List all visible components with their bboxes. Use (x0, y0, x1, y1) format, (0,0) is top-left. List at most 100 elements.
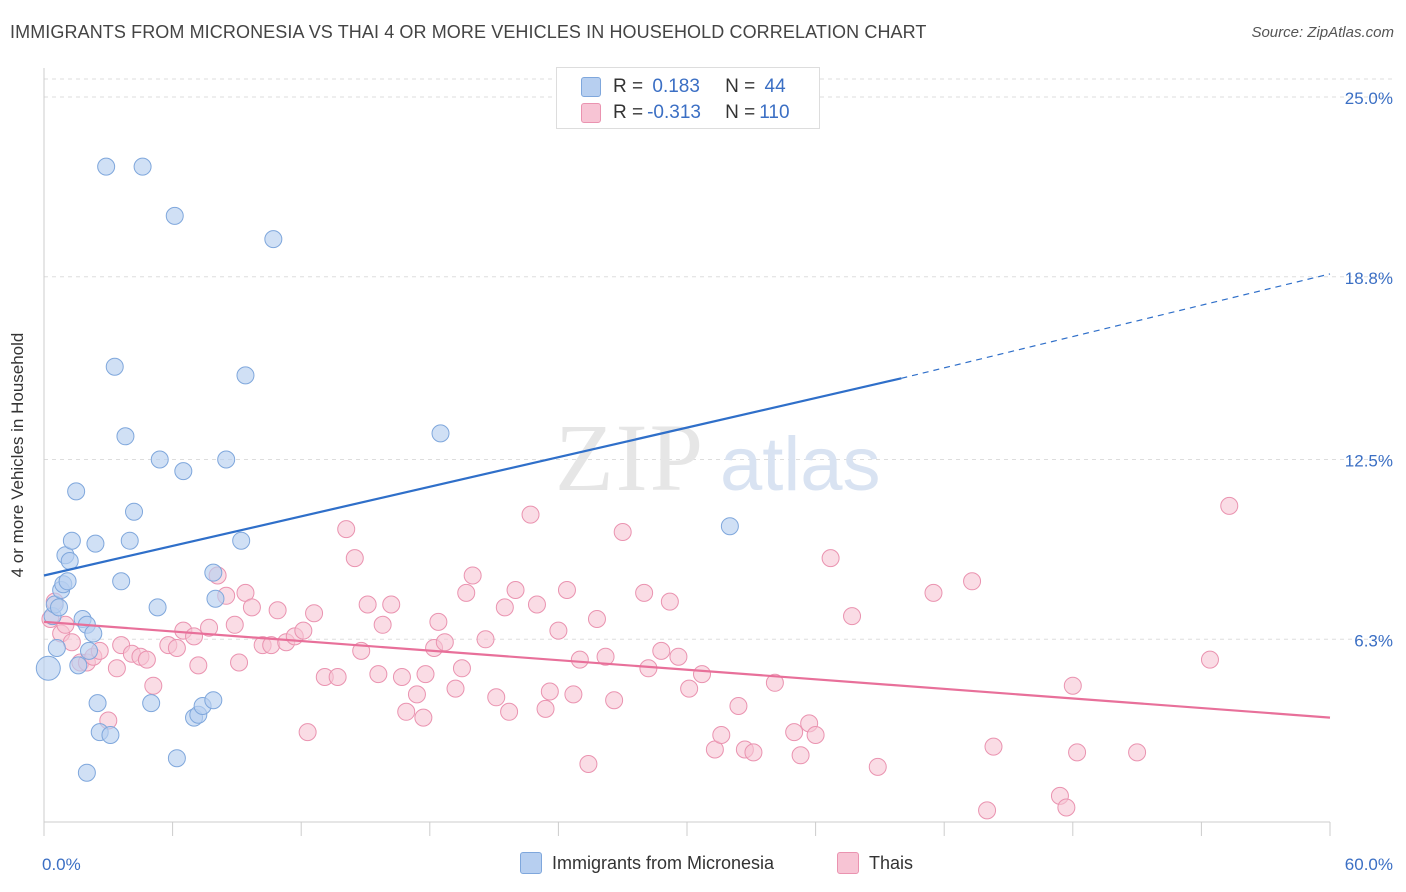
tick-labels: 6.3% 12.5% 18.8% 25.0% 0.0% 60.0% (42, 89, 1393, 874)
thais-point (564, 685, 583, 704)
thais-point (540, 682, 559, 701)
micronesia-point (80, 641, 99, 660)
micronesia-point (101, 726, 120, 744)
micronesia-point (174, 462, 193, 481)
thais-point (587, 610, 606, 628)
y-tick-label: 25.0% (1345, 89, 1393, 108)
y-tick-label: 18.8% (1345, 269, 1393, 288)
thais-point (1068, 743, 1087, 762)
micronesia-point (120, 531, 139, 550)
thais-point (358, 595, 377, 614)
thais-point (868, 757, 887, 776)
thais-point (373, 615, 392, 634)
micronesia-point (77, 763, 96, 782)
trend-lines (43, 273, 1331, 719)
micronesia-point (97, 157, 116, 176)
micronesia-point (232, 531, 251, 550)
thais-point (416, 665, 435, 684)
thais-point (536, 699, 555, 718)
axes (43, 68, 1331, 836)
thais-point (407, 685, 426, 704)
micronesia-point (60, 552, 79, 570)
micronesia-point (112, 572, 131, 591)
micronesia-point (204, 691, 223, 710)
legend-row-thais: R = -0.313 N = 110 (581, 102, 790, 124)
legend-swatch-blue (520, 852, 542, 874)
micronesia-trend-extension (901, 273, 1331, 379)
thais-point (1057, 798, 1076, 817)
thais-point (268, 601, 287, 620)
thais-point (1128, 743, 1147, 762)
micronesia-point (67, 482, 86, 501)
micronesia-points (35, 157, 739, 782)
legend-r-value: -0.313 (647, 102, 701, 123)
correlation-legend: R = 0.183 N = 44 R = -0.313 N = 110 (556, 67, 820, 129)
thais-point (137, 650, 156, 669)
thais-point (328, 668, 347, 686)
micronesia-point (125, 502, 144, 521)
micronesia-point (50, 598, 69, 617)
legend-label-micronesia: Immigrants from Micronesia (552, 852, 775, 873)
thais-point (821, 549, 840, 568)
legend-label-thais: Thais (869, 852, 914, 873)
thais-point (62, 633, 81, 652)
thais-point (457, 583, 476, 602)
thais-point (744, 743, 763, 762)
micronesia-point (84, 624, 103, 643)
thais-point (397, 702, 416, 721)
thais-point (429, 612, 448, 631)
thais-point (680, 679, 699, 698)
thais-point (712, 726, 731, 744)
thais-point (527, 595, 546, 614)
thais-point (557, 581, 576, 599)
legend-r-label: R = (613, 76, 644, 97)
watermark: ZIP atlas (555, 404, 881, 511)
thais-point (414, 708, 433, 727)
micronesia-point (217, 450, 236, 469)
thais-point (984, 737, 1003, 756)
thais-point (729, 697, 748, 715)
thais-point (392, 668, 411, 686)
thais-point (435, 633, 454, 652)
micronesia-point (62, 531, 81, 550)
thais-point (791, 746, 810, 765)
micronesia-point (47, 639, 66, 657)
thais-point (242, 598, 261, 617)
thais-point (579, 755, 598, 773)
micronesia-point (58, 572, 77, 591)
legend-n-value: 44 (759, 76, 786, 97)
thais-point (225, 615, 244, 634)
watermark-zip: ZIP (555, 404, 705, 511)
thais-point (446, 679, 465, 698)
thais-point (345, 549, 364, 568)
micronesia-point (105, 357, 124, 376)
thais-point (963, 572, 982, 591)
thais-point (298, 723, 317, 742)
thais-point (596, 647, 615, 666)
thais-point (843, 607, 862, 626)
legend-n-label: N = (725, 76, 756, 97)
legend-r-value: 0.183 (647, 76, 700, 97)
legend-row-micronesia: R = 0.183 N = 44 (581, 76, 786, 98)
micronesia-point (142, 694, 161, 713)
thais-point (652, 641, 671, 660)
legend-r-label: R = (613, 102, 644, 123)
micronesia-trend-line (43, 377, 902, 577)
chart-title: IMMIGRANTS FROM MICRONESIA VS THAI 4 OR … (10, 22, 927, 42)
thais-point (107, 659, 126, 678)
thais-point (806, 726, 825, 744)
thais-point (693, 665, 712, 684)
legend-n-label: N = (725, 102, 756, 123)
grid-lines (44, 78, 1392, 640)
y-tick-label: 12.5% (1345, 452, 1393, 471)
micronesia-point (88, 694, 107, 713)
micronesia-point (69, 656, 88, 675)
micronesia-point (148, 598, 167, 617)
thais-point (521, 505, 540, 524)
micronesia-point (431, 424, 450, 443)
micronesia-point (165, 206, 184, 225)
micronesia-point (206, 589, 225, 608)
thais-point (167, 639, 186, 657)
thais-point (476, 630, 495, 649)
